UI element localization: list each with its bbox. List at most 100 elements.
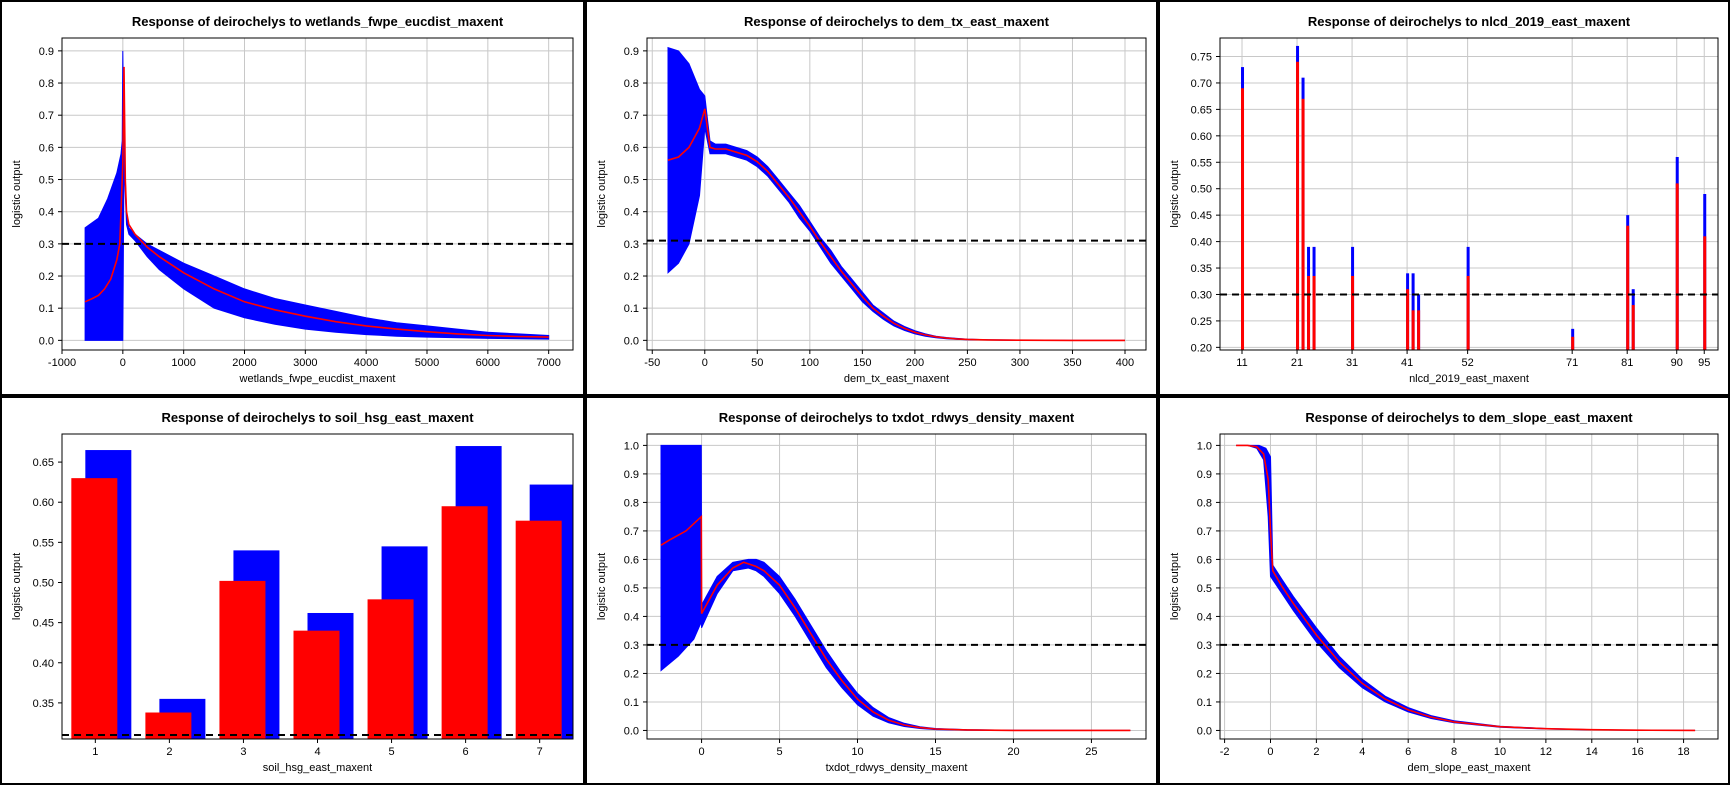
plot-frame [646,433,1147,740]
x-tick-label: 18 [1677,746,1689,758]
y-tick-label: 0.7 [39,110,54,122]
y-tick-label: 0.2 [624,668,639,680]
x-tick-label: 4 [314,746,320,758]
y-tick-label: 0.0 [39,335,54,347]
x-tick-label: -2 [1220,746,1230,758]
x-tick-label: 21 [1291,357,1303,369]
x-tick-label: 41 [1401,357,1413,369]
y-tick-label: 0.25 [1191,316,1212,328]
x-tick-label: 150 [853,357,871,369]
x-axis-label: dem_tx_east_maxent [844,373,949,385]
y-tick-label: 0.60 [33,497,54,509]
x-tick-label: 10 [1494,746,1506,758]
x-tick-label: 15 [929,746,941,758]
chart-title: Response of deirochelys to soil_hsg_east… [161,410,474,425]
bar-mean [1626,225,1630,350]
x-tick-label: 3000 [293,357,317,369]
x-tick-label: 31 [1346,357,1358,369]
x-tick-label: 7000 [536,357,560,369]
x-tick-label: 0 [1267,746,1273,758]
bar-mean [1296,61,1300,350]
bar-mean [1571,336,1575,350]
y-tick-label: 0.0 [624,725,639,737]
chart-panel: -2 0 2 4 6 8 10 12 14 16 18 0.0 0.1 0.2 0.3 0.4 0.5 0.6 0.… [1158,396,1730,785]
plot-area [71,446,573,739]
chart-panel: 1 2 3 4 5 6 7 0.35 0.40 0.45 0.50 0.55 0.60 0.65 Respo… [0,396,585,785]
y-tick-label: 0.65 [33,457,54,469]
y-tick-label: 0.40 [33,658,54,670]
x-tick-label: 300 [1011,357,1029,369]
y-axis-label: logistic output [1169,553,1181,620]
x-tick-label: 1 [92,746,98,758]
y-tick-label: 0.5 [39,175,54,187]
x-tick-label: 200 [906,357,924,369]
y-tick-label: 0.4 [1197,611,1212,623]
x-tick-label: 25 [1085,746,1097,758]
chart-svg: 11 21 31 41 52 71 81 90 95 0.20 0.25 0.30 0.35 0.40 0.… [1158,0,1730,396]
bar-mean [1301,98,1305,350]
chart-svg: 1 2 3 4 5 6 7 0.35 0.40 0.45 0.50 0.55 0.60 0.65 Respo… [0,396,585,785]
y-tick-label: 0.5 [1197,583,1212,595]
plot-frame [1219,37,1719,351]
y-tick-label: 0.3 [624,239,639,251]
y-tick-label: 0.0 [624,335,639,347]
chart-title: Response of deirochelys to dem_slope_eas… [1305,410,1633,425]
chart-panel: 11 21 31 41 52 71 81 90 95 0.20 0.25 0.30 0.35 0.40 0.… [1158,0,1730,396]
plot-area [660,444,1131,732]
y-axis-label: logistic output [1169,160,1181,227]
bar-mean [1466,275,1470,350]
panel-border [585,0,1158,396]
mean-response-line [1236,444,1696,732]
bar-mean [293,630,340,739]
x-tick-label: 81 [1621,357,1633,369]
uncertainty-band [84,50,550,341]
mean-response-line [84,66,549,338]
y-tick-label: 0.45 [33,618,54,630]
x-tick-label: 400 [1116,357,1134,369]
panel-border [0,396,585,785]
x-tick-label: 52 [1461,357,1473,369]
x-tick-label: -1000 [48,357,76,369]
y-tick-label: 0.6 [624,142,639,154]
x-axis-label: wetlands_fwpe_eucdist_maxent [239,373,396,385]
x-tick-label: 6000 [476,357,500,369]
chart-panel: -1000 0 1000 2000 3000 4000 5000 6000 7000 0.0 0.1… [0,0,585,396]
plot-frame [61,37,574,351]
y-tick-label: 0.9 [624,46,639,58]
panel-border [585,396,1158,785]
y-tick-label: 0.4 [39,207,54,219]
y-tick-label: 1.0 [1197,440,1212,452]
bar-mean [367,599,414,739]
chart-svg: -2 0 2 4 6 8 10 12 14 16 18 0.0 0.1 0.2 0.3 0.4 0.5 0.6 0.… [1158,396,1730,785]
y-tick-label: 0.3 [1197,640,1212,652]
x-tick-label: 350 [1063,357,1081,369]
y-tick-label: 0.20 [1191,342,1212,354]
y-tick-label: 0.2 [624,271,639,283]
chart-panel: 0 5 10 15 20 25 0.0 0.1 0.2 0.3 0.4 0.5 0.6 0.7 0.8 0.9… [585,396,1158,785]
gridlines [647,434,1146,739]
y-tick-label: 0.65 [1191,104,1212,116]
x-tick-label: 10 [851,746,863,758]
chart-title: Response of deirochelys to nlcd_2019_eas… [1308,14,1631,29]
x-tick-label: 8 [1451,746,1457,758]
panel-border [0,0,585,396]
x-tick-label: 5 [776,746,782,758]
y-tick-label: 0.50 [33,577,54,589]
bar-mean [1241,88,1245,350]
x-tick-label: 1000 [171,357,195,369]
uncertainty-band [667,46,1125,341]
gridlines [1220,434,1718,739]
plot-frame [646,37,1147,351]
x-axis-label: soil_hsg_east_maxent [263,762,372,774]
mean-response-line [660,514,1131,732]
y-axis-label: logistic output [11,160,23,227]
x-tick-label: 95 [1698,357,1710,369]
y-tick-label: 0.1 [1197,697,1212,709]
bar-mean [1312,275,1316,350]
chart-title: Response of deirochelys to txdot_rdwys_d… [719,410,1075,425]
y-tick-label: 0.3 [39,239,54,251]
y-tick-label: 0.2 [1197,668,1212,680]
x-tick-label: 5 [388,746,394,758]
y-tick-label: 0.45 [1191,210,1212,222]
